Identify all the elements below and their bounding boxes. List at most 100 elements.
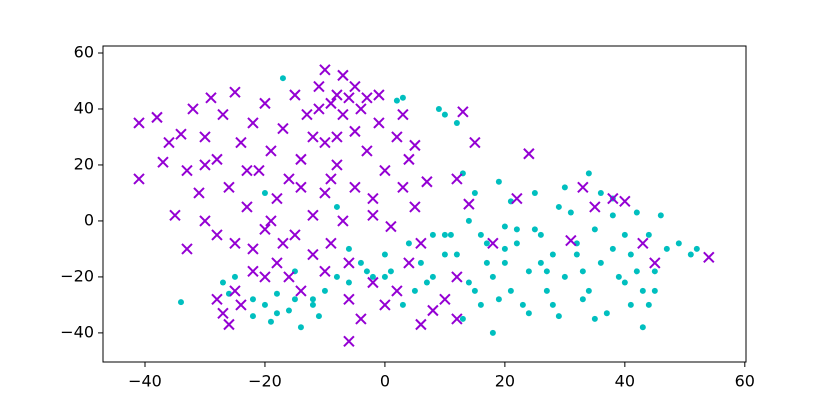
- point: [259, 97, 271, 110]
- point: [247, 117, 259, 129]
- point: [325, 237, 337, 250]
- x-tick-label: 20: [495, 372, 515, 391]
- point: [663, 245, 670, 252]
- point: [367, 276, 379, 289]
- point: [549, 251, 556, 258]
- point: [693, 245, 700, 252]
- point: [229, 285, 241, 297]
- point: [309, 301, 316, 308]
- point: [579, 268, 586, 275]
- point: [331, 131, 343, 143]
- y-tick-label: 40: [74, 98, 94, 117]
- point: [273, 310, 280, 317]
- point: [633, 209, 640, 216]
- point: [429, 273, 436, 280]
- point: [279, 75, 286, 82]
- y-tick-label: −40: [60, 322, 94, 341]
- point: [465, 279, 472, 286]
- point: [319, 187, 331, 199]
- point: [345, 279, 352, 286]
- point: [283, 271, 295, 283]
- point: [223, 181, 235, 194]
- point: [483, 240, 490, 247]
- point: [489, 329, 496, 336]
- point: [187, 103, 199, 115]
- point: [409, 139, 421, 152]
- point: [229, 86, 241, 98]
- point: [349, 181, 361, 194]
- point: [289, 229, 301, 241]
- point: [591, 315, 598, 322]
- x-tick-label: −40: [128, 372, 162, 391]
- point: [295, 285, 307, 297]
- point: [519, 301, 526, 308]
- point: [199, 215, 211, 227]
- point: [355, 313, 367, 325]
- point: [333, 273, 340, 280]
- point: [181, 243, 193, 255]
- point: [391, 131, 403, 143]
- point: [423, 279, 430, 286]
- point: [469, 136, 481, 149]
- point: [405, 240, 412, 247]
- point: [441, 111, 448, 118]
- y-tick-label: 60: [74, 42, 94, 61]
- point: [157, 156, 169, 168]
- point: [501, 223, 508, 230]
- point: [619, 195, 631, 208]
- point: [421, 176, 433, 188]
- point: [369, 273, 376, 280]
- point: [337, 108, 349, 121]
- point: [447, 231, 454, 238]
- point: [361, 92, 373, 104]
- point: [555, 203, 562, 210]
- point: [343, 257, 355, 269]
- point: [325, 173, 337, 185]
- point: [307, 209, 319, 222]
- point: [555, 313, 562, 320]
- point: [307, 248, 319, 261]
- point: [651, 287, 658, 294]
- point: [319, 136, 331, 149]
- point: [543, 287, 550, 294]
- point: [199, 159, 211, 171]
- point: [337, 215, 349, 227]
- point: [261, 301, 268, 308]
- point: [615, 273, 622, 280]
- point: [231, 273, 238, 280]
- point: [259, 271, 271, 283]
- point: [343, 293, 355, 306]
- point: [325, 97, 337, 110]
- y-tick-label: −20: [60, 266, 94, 285]
- point: [415, 237, 427, 250]
- point: [513, 240, 520, 247]
- point: [577, 181, 589, 194]
- point: [621, 279, 628, 286]
- point: [537, 231, 544, 238]
- point: [297, 324, 304, 331]
- point: [259, 223, 271, 236]
- point: [501, 259, 508, 266]
- point: [451, 313, 463, 325]
- point: [277, 122, 289, 135]
- point: [487, 237, 499, 250]
- point: [337, 69, 349, 82]
- point: [451, 271, 463, 283]
- point: [477, 301, 484, 308]
- point: [471, 189, 478, 196]
- point: [483, 259, 490, 266]
- point: [391, 285, 403, 297]
- point: [169, 209, 181, 222]
- point: [177, 299, 184, 306]
- point: [627, 251, 634, 258]
- point: [649, 257, 661, 269]
- point: [435, 105, 442, 112]
- point: [489, 273, 496, 280]
- point: [235, 299, 247, 311]
- point: [181, 164, 193, 177]
- point: [285, 307, 292, 314]
- point: [513, 226, 520, 233]
- point: [501, 245, 508, 252]
